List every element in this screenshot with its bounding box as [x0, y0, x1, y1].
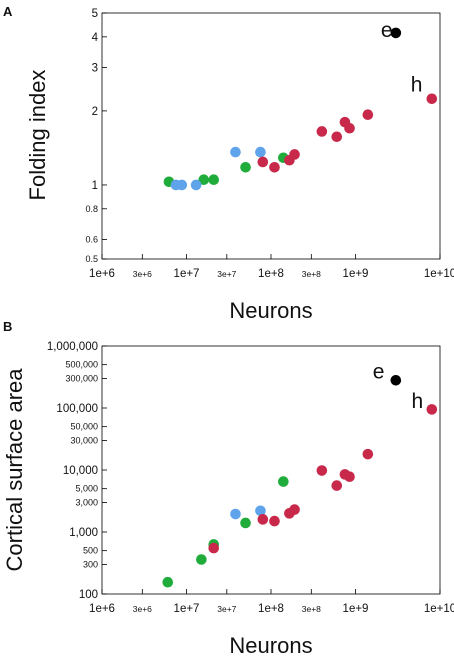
- panel-b-point-red: [269, 515, 280, 527]
- panel-b-x-tick-label: 1e+7: [174, 603, 200, 615]
- panel-a-point-black: [390, 27, 402, 39]
- panel-b-y-tick-label: 300,000: [65, 373, 98, 383]
- panel-b-point-red: [257, 514, 269, 525]
- panel-a-point-blue: [176, 179, 188, 191]
- panel-b-x-label: Neurons: [229, 633, 312, 658]
- panel-a-chart: 1e+6 3e+6 1e+7 3e+7 1e+8 3e+8 1e+9 1e+10 0.5 0.6 0…: [85, 8, 454, 280]
- panel-a-point-green: [208, 174, 220, 186]
- panel-b-y-label: Cortical surface area: [2, 368, 27, 572]
- panel-b-y-tick-label: 5,000: [75, 484, 98, 494]
- panel-b-point-red: [208, 542, 220, 554]
- panel-b-y-tick-label: 30,000: [70, 435, 98, 445]
- panel-a-y-tick-label: 1: [92, 180, 98, 192]
- panel-a-point-green: [198, 174, 210, 186]
- panel-a-frame: [101, 12, 441, 260]
- panel-b-x-tick-label: 1e+8: [258, 603, 284, 615]
- panel-a-annotation-e: e: [381, 19, 393, 42]
- panel-a-x-tick-label: 1e+8: [258, 268, 284, 280]
- panel-b-point-green: [278, 476, 289, 487]
- panel-b-point-red: [344, 471, 355, 482]
- panel-b-x-tick-label: 1e+10: [424, 603, 454, 615]
- panel-a-x-tick-label: 3e+7: [217, 269, 236, 279]
- panel-a-y-label: Folding index: [25, 70, 50, 201]
- panel-a-letter: A: [3, 4, 13, 19]
- panel-b-point-green: [162, 576, 174, 588]
- panel-b-point-green: [196, 554, 207, 565]
- panel-b-x-tick-label: 3e+8: [302, 604, 321, 614]
- panel-a-x-label: Neurons: [229, 298, 312, 323]
- panel-a-point-red: [269, 161, 280, 173]
- panel-b-annotation-h: h: [412, 390, 424, 413]
- panel-b-point-red: [362, 448, 374, 460]
- panel-a-point-green: [240, 161, 251, 173]
- panel-a-x-tick-label: 3e+8: [302, 269, 321, 279]
- panel-b-letter: B: [3, 319, 12, 334]
- panel-a-y-tick-label: 4: [92, 32, 99, 44]
- panel-b-y-tick-label: 1,000,000: [47, 341, 98, 353]
- panel-b-y-tick-label: 500: [83, 546, 98, 556]
- panel-b-x-tick-label: 1e+9: [343, 603, 369, 615]
- panel-a-point-blue: [190, 179, 202, 191]
- panel-b-x-tick-label: 3e+7: [217, 604, 236, 614]
- panel-a-x-tick-label: 1e+7: [174, 268, 200, 280]
- panel-a-x-tick-label: 3e+6: [133, 269, 152, 279]
- panel-b-frame: [101, 345, 441, 595]
- panel-a-y-tick-label: 5: [92, 8, 98, 20]
- panel-a-y-tick-label: 0.5: [85, 254, 98, 264]
- panel-b-y-tick-label: 300: [83, 559, 98, 569]
- panel-a-point-red: [362, 109, 374, 120]
- panel-b-point-green: [240, 517, 251, 529]
- panel-a-point-blue: [230, 146, 241, 158]
- panel-b-annotation-e: e: [373, 360, 385, 383]
- panel-b-y-tick-label: 1,000: [69, 527, 98, 539]
- panel-b-y-tick-label: 10,000: [63, 465, 98, 477]
- panel-b-y-tick-label: 500,000: [65, 360, 98, 370]
- panel-b-x-tick-label: 3e+6: [133, 604, 152, 614]
- panel-b-point-red: [331, 480, 343, 491]
- panel-a-x-tick-label: 1e+9: [343, 268, 369, 280]
- panel-b-chart: 1e+6 3e+6 1e+7 3e+7 1e+8 3e+8 1e+9 1e+10 100 300 5…: [47, 341, 454, 615]
- panel-b-point-red: [316, 465, 328, 476]
- panel-a-point-red: [331, 131, 343, 143]
- panel-a-point-red: [316, 126, 328, 137]
- panel-a-y-tick-label: 2: [92, 106, 98, 118]
- panel-a-y-tick-label: 0.6: [85, 235, 98, 245]
- panel-a-point-red: [344, 122, 355, 134]
- panel-b-point-red: [289, 504, 300, 515]
- panel-b-y-tick-label: 100: [79, 589, 98, 601]
- panel-a-y-tick-label: 3: [92, 63, 98, 75]
- panel-a-point-blue: [255, 146, 266, 158]
- panel-b-point-blue: [255, 505, 266, 517]
- panel-a-y-tick-label: 0.8: [85, 204, 98, 214]
- panel-b-point-blue: [230, 508, 241, 520]
- panel-a-annotation-h: h: [411, 73, 423, 96]
- panel-a-point-red: [426, 93, 438, 105]
- panel-a-x-tick-label: 1e+6: [89, 268, 115, 280]
- panel-a-x-tick-label: 1e+10: [424, 268, 454, 280]
- panel-a-point-red: [257, 156, 269, 168]
- panel-b-point-black: [390, 374, 402, 386]
- panel-b-point-red: [426, 404, 438, 415]
- panel-a-point-red: [289, 149, 300, 160]
- panel-b-y-tick-label: 3,000: [75, 497, 98, 507]
- panel-b-y-tick-label: 50,000: [70, 422, 98, 432]
- panel-b-x-tick-label: 1e+6: [89, 603, 115, 615]
- panel-b-y-tick-label: 100,000: [56, 403, 98, 415]
